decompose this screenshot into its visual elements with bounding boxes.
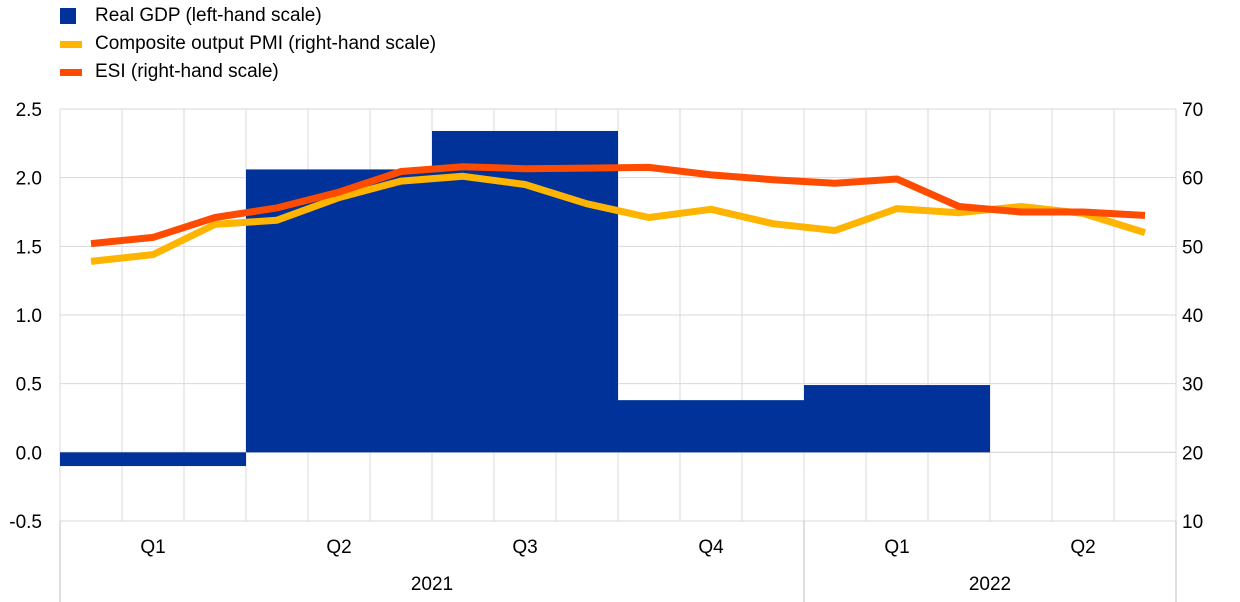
quarter-label: Q3 (512, 537, 537, 558)
legend-item-pmi[interactable]: Composite output PMI (right-hand scale) (60, 30, 436, 58)
esi-line (90, 163, 1146, 248)
legend-swatch-gdp (60, 8, 76, 24)
gdp-bar (618, 400, 804, 453)
axes: -0.5 0.0 0.5 1.0 1.5 2.0 2.5 10 20 30 40 50 60 70 Q1 Q2… (9, 100, 1203, 602)
year-label: 2021 (411, 574, 453, 595)
legend-label-pmi: Composite output PMI (right-hand scale) (95, 33, 437, 54)
right-tick-label: 50 (1182, 237, 1203, 258)
right-tick-label: 60 (1182, 169, 1203, 190)
pmi-line (90, 172, 1147, 265)
right-tick-label: 30 (1182, 375, 1203, 396)
right-tick-label: 10 (1182, 512, 1203, 533)
quarter-label: Q4 (698, 537, 724, 558)
quarter-label: Q2 (326, 537, 351, 558)
left-tick-label: 2.5 (16, 100, 42, 121)
right-tick-label: 20 (1182, 443, 1203, 464)
left-tick-label: 2.0 (16, 169, 42, 190)
gdp-bar (804, 385, 990, 453)
left-tick-label: 1.0 (16, 306, 42, 327)
right-tick-label: 70 (1182, 100, 1203, 121)
gdp-bars (60, 130, 990, 467)
right-tick-label: 40 (1182, 306, 1203, 327)
series-lines (90, 163, 1147, 265)
gdp-bar (60, 452, 246, 467)
quarter-label: Q1 (140, 537, 165, 558)
legend-label-esi: ESI (right-hand scale) (95, 61, 279, 82)
year-label: 2022 (969, 574, 1011, 595)
legend-swatch-esi (60, 68, 82, 76)
quarter-label: Q2 (1070, 537, 1095, 558)
legend-item-esi[interactable]: ESI (right-hand scale) (60, 58, 436, 86)
quarter-label: Q1 (884, 537, 909, 558)
left-tick-label: -0.5 (9, 512, 42, 533)
left-tick-label: 0.5 (16, 375, 42, 396)
left-tick-label: 1.5 (16, 237, 42, 258)
left-tick-label: 0.0 (16, 443, 42, 464)
legend: Real GDP (left-hand scale) Composite out… (60, 2, 436, 86)
legend-label-gdp: Real GDP (left-hand scale) (95, 5, 322, 26)
legend-swatch-pmi (60, 40, 82, 48)
legend-item-gdp[interactable]: Real GDP (left-hand scale) (60, 2, 436, 30)
